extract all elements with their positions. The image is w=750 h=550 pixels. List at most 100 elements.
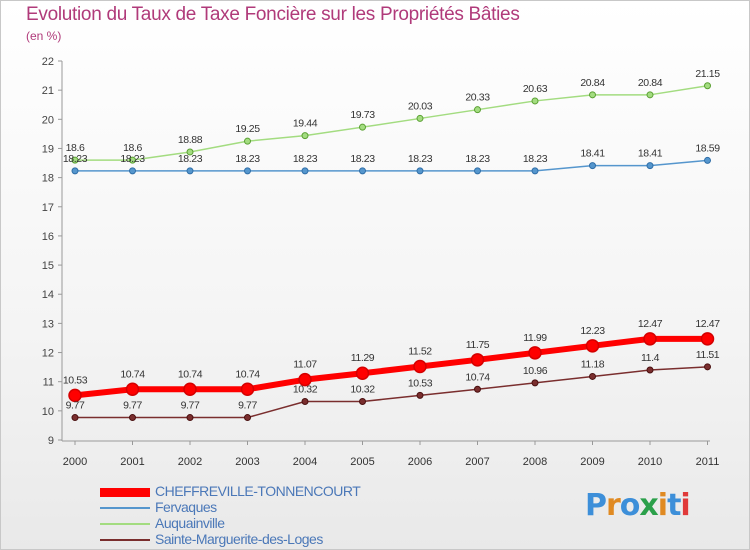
data-point [704,363,711,371]
data-point [68,388,82,403]
data-point [700,332,715,346]
data-point [416,114,424,122]
data-label: 11.52 [408,346,432,358]
data-label: 18.23 [523,153,548,165]
data-label: 10.53 [63,374,88,386]
data-point [125,382,140,397]
legend-label: Fervaques [155,499,217,515]
data-label: 18.23 [235,153,260,165]
data-label: 18.23 [178,153,203,165]
logo-letter: i [680,488,690,523]
x-tick-label: 2009 [580,456,604,468]
series-line [74,335,708,399]
legend-label: CHEFFREVILLE-TONNENCOURT [155,483,361,499]
data-label: 11.75 [466,339,490,351]
data-label: 20.33 [465,92,490,104]
data-point [186,167,194,175]
data-point [416,167,424,175]
x-tick-label: 2008 [523,456,547,468]
data-label: 21.15 [695,68,720,80]
data-point [129,414,136,422]
data-point [240,382,255,397]
y-tick-label: 22 [42,56,54,68]
data-label: 9.77 [66,400,85,412]
data-point [531,167,539,175]
data-label: 20.63 [523,83,548,95]
data-label: 11.4 [641,352,660,364]
y-tick-label: 10 [42,406,54,418]
data-point [585,339,600,353]
x-tick-label: 2010 [638,456,662,468]
data-label: 18.23 [63,153,88,165]
data-point [589,162,596,170]
data-label: 9.77 [238,400,257,412]
y-tick-label: 13 [42,318,54,330]
data-label: 11.07 [293,359,317,371]
data-label: 18.6 [66,142,85,154]
data-point [71,414,79,422]
data-label: 11.99 [523,332,547,344]
y-tick-label: 14 [42,289,54,301]
data-label: 10.74 [178,368,203,380]
x-tick-label: 2006 [408,456,432,468]
data-point [186,414,194,422]
data-point [244,167,251,175]
data-label: 18.41 [580,148,605,160]
series-line [75,85,708,161]
unit-label: (en %) [26,29,62,43]
series-line [75,366,708,419]
data-point [301,167,309,175]
y-tick-label: 9 [48,435,54,447]
x-tick-label: 2002 [178,456,202,468]
logo-letter: P [585,488,607,523]
data-point [244,137,251,145]
data-label: 18.23 [120,153,145,165]
x-tick-label: 2004 [293,456,317,468]
data-label: 18.41 [638,148,663,160]
data-point [359,398,366,406]
data-label: 18.6 [123,142,142,154]
data-point [186,148,194,156]
data-label: 12.23 [580,325,605,337]
data-label: 18.23 [350,153,375,165]
data-point [355,366,370,380]
data-point [474,106,481,114]
data-label: 19.44 [293,118,318,130]
data-point [298,372,312,387]
y-tick-label: 11 [43,377,54,389]
data-point [129,156,136,164]
y-tick-label: 19 [42,143,54,155]
legend-label: Sainte-Marguerite-des-Loges [155,531,323,547]
y-tick-label: 18 [42,173,54,185]
data-label: 19.73 [350,109,375,121]
data-point [528,346,542,360]
data-point [646,162,654,170]
data-point [589,372,596,380]
data-label: 10.96 [523,365,548,377]
data-point [646,366,654,374]
legend-swatch [100,507,150,509]
data-label: 11.18 [581,358,605,370]
y-tick-label: 17 [42,202,54,214]
data-point [71,156,79,164]
data-point [183,382,197,397]
data-label: 18.23 [465,153,490,165]
legend-swatch [100,539,150,541]
y-tick-label: 15 [42,260,54,272]
data-point [301,132,309,140]
data-point [359,123,366,131]
data-label: 12.47 [638,318,663,330]
data-point [474,385,481,393]
y-tick-label: 21 [42,85,54,97]
chart-title: Evolution du Taux de Taxe Foncière sur l… [26,4,520,25]
data-label: 20.84 [580,77,605,89]
data-label: 18.23 [408,153,433,165]
data-label: 10.74 [120,368,145,380]
data-label: 20.03 [408,100,433,112]
x-tick-label: 2003 [235,456,259,468]
data-point [704,156,711,164]
logo-letter: o [619,488,641,523]
data-point [71,167,79,175]
y-tick-label: 20 [42,114,54,126]
